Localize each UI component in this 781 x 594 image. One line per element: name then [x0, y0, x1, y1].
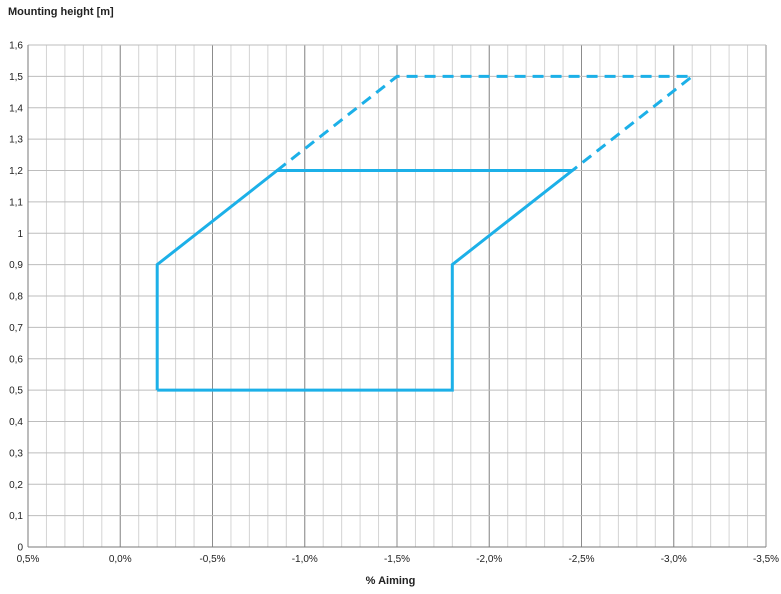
- x-tick-label: -3,0%: [661, 554, 687, 565]
- dashed-series-line: [276, 74, 697, 172]
- y-tick-label: 1,6: [9, 41, 23, 52]
- x-tick-label: 0,0%: [109, 554, 132, 565]
- solid-series-line: [155, 169, 577, 392]
- x-tick-label: -2,5%: [568, 554, 594, 565]
- y-tick-label: 1,5: [9, 72, 23, 83]
- y-axis-title: Mounting height [m]: [8, 6, 114, 18]
- y-tick-label: 0,6: [9, 354, 23, 365]
- x-tick-label: -3,5%: [753, 554, 779, 565]
- x-tick-label: -0,5%: [199, 554, 225, 565]
- y-tick-label: 0,8: [9, 292, 23, 303]
- y-tick-labels: 0 0,1 0,2 0,3 0,4 0,5 0,6 0,7 0,8 0,9 1 1,1 1,2 1,3 1,…: [9, 41, 23, 554]
- y-tick-label: 0,2: [9, 480, 23, 491]
- y-tick-label: 1,1: [9, 197, 23, 208]
- major-gridlines: [27, 44, 767, 548]
- x-tick-labels: 0,5% 0,0% -0,5% -1,0% -1,5% -2,0% -2,5% -3,0% -3…: [17, 554, 780, 565]
- y-tick-label: 0,3: [9, 448, 23, 459]
- x-axis-title: % Aiming: [365, 575, 416, 587]
- y-tick-label: 1,2: [9, 166, 23, 177]
- x-tick-label: -1,0%: [292, 554, 318, 565]
- y-tick-label: 1,3: [9, 135, 23, 146]
- x-tick-label: -2,0%: [476, 554, 502, 565]
- y-tick-label: 0,5: [9, 386, 23, 397]
- series-layer: [155, 74, 697, 392]
- y-tick-label: 1: [17, 229, 23, 240]
- y-tick-label: 0,4: [9, 417, 23, 428]
- y-tick-label: 1,4: [9, 103, 23, 114]
- y-tick-label: 0: [17, 543, 23, 554]
- axes: [27, 45, 766, 548]
- y-tick-label: 0,9: [9, 260, 23, 271]
- x-tick-label: -1,5%: [384, 554, 410, 565]
- y-tick-label: 0,1: [9, 511, 23, 522]
- x-tick-label: 0,5%: [17, 554, 40, 565]
- y-tick-label: 0,7: [9, 323, 23, 334]
